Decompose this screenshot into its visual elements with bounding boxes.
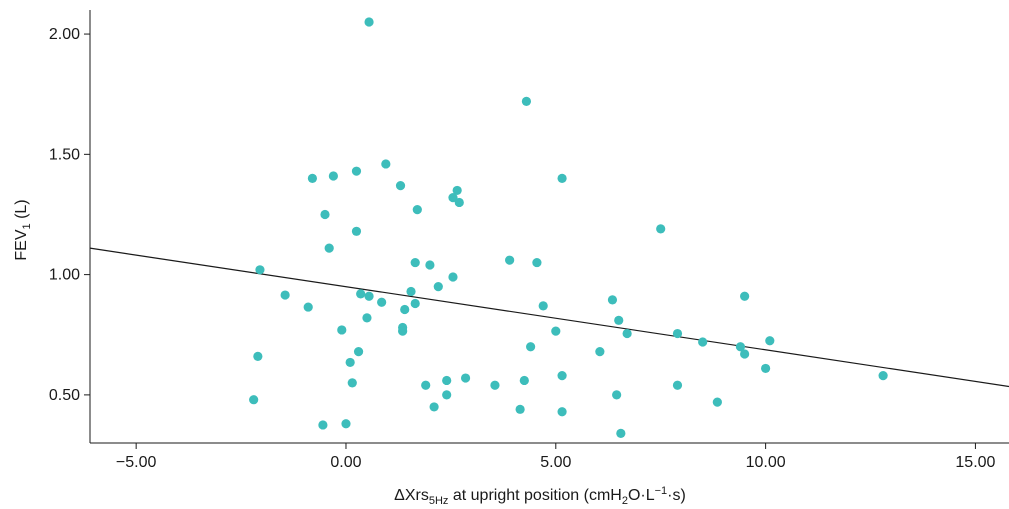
data-point — [433, 282, 443, 292]
x-tick-label: −5.00 — [116, 454, 157, 471]
data-point — [490, 380, 500, 390]
data-point — [377, 297, 387, 307]
data-point — [616, 428, 626, 438]
data-point — [395, 181, 406, 191]
data-point — [280, 290, 290, 300]
data-point — [351, 166, 362, 176]
data-point — [318, 420, 328, 430]
data-point — [460, 373, 471, 383]
data-point — [740, 349, 750, 359]
data-point — [364, 17, 374, 27]
data-point — [381, 159, 391, 169]
data-point — [538, 301, 548, 311]
data-point — [878, 371, 888, 381]
data-point — [622, 328, 632, 339]
data-point — [356, 289, 366, 299]
data-point — [454, 197, 464, 208]
data-point — [526, 342, 536, 352]
data-point — [425, 260, 435, 270]
data-point — [448, 193, 458, 203]
data-point — [337, 325, 347, 335]
y-tick-label: 2.00 — [49, 26, 80, 43]
data-point — [607, 295, 618, 305]
data-point — [735, 342, 746, 352]
data-point — [406, 286, 416, 297]
data-point — [253, 351, 263, 361]
data-point — [307, 173, 318, 183]
data-point — [249, 395, 259, 405]
data-point — [532, 257, 542, 268]
data-point — [698, 337, 708, 347]
data-point — [656, 224, 666, 234]
data-point — [362, 313, 372, 323]
data-point — [557, 173, 567, 183]
data-point — [328, 171, 338, 181]
data-point — [557, 371, 567, 381]
data-point — [398, 326, 408, 336]
data-point — [515, 404, 525, 414]
x-axis-title-subscript-2: 2 — [622, 495, 628, 507]
data-point — [672, 328, 683, 339]
x-axis-title: ΔXrs5Hz at upright position (cmH2O·L−1·s… — [394, 485, 686, 507]
data-point — [303, 302, 313, 312]
x-axis-title-subscript: 5Hz — [429, 495, 449, 507]
y-tick-label: 1.00 — [49, 267, 80, 284]
data-point — [320, 209, 330, 220]
x-axis-title-superscript: −1 — [655, 485, 668, 497]
data-point — [353, 346, 364, 357]
data-point — [421, 380, 431, 390]
x-tick-label: 15.00 — [955, 454, 995, 471]
data-point — [429, 402, 439, 412]
data-point — [442, 375, 452, 386]
data-point — [712, 397, 722, 407]
data-points — [249, 17, 888, 438]
data-point — [452, 185, 462, 196]
regression-line-group — [89, 247, 1009, 388]
y-axis-title-subscript: 1 — [21, 223, 33, 229]
y-tick-label: 1.50 — [49, 146, 80, 163]
axes — [89, 10, 1009, 444]
data-point — [765, 336, 775, 346]
x-axis-ticks: −5.00 0.00 5.00 10.00 15.00 — [116, 443, 996, 471]
x-tick-label: 5.00 — [540, 454, 571, 471]
data-point — [255, 265, 265, 275]
data-point — [740, 291, 750, 301]
y-axis-ticks: 0.50 1.00 1.50 2.00 — [49, 26, 90, 404]
data-point — [672, 380, 683, 390]
data-point — [351, 226, 362, 236]
regression-line — [89, 247, 1009, 388]
data-point — [519, 375, 529, 386]
data-point — [412, 205, 422, 215]
data-point — [505, 255, 515, 265]
data-point — [410, 298, 420, 309]
data-point — [557, 407, 567, 417]
x-tick-label: 10.00 — [746, 454, 786, 471]
data-point — [761, 363, 771, 374]
data-point — [341, 419, 351, 429]
data-point — [364, 291, 374, 301]
y-axis-title: FEV1 (L) — [13, 199, 33, 260]
data-point — [448, 272, 458, 282]
data-point — [400, 304, 410, 315]
data-point — [345, 357, 355, 368]
data-point — [324, 243, 334, 253]
data-point — [551, 326, 561, 336]
data-point — [612, 390, 622, 400]
data-point — [521, 96, 532, 107]
data-point — [347, 378, 357, 388]
data-point — [410, 257, 420, 268]
y-tick-label: 0.50 — [49, 387, 80, 404]
data-point — [614, 315, 624, 325]
data-point — [595, 346, 605, 357]
data-point — [442, 390, 452, 400]
x-tick-label: 0.00 — [330, 454, 361, 471]
